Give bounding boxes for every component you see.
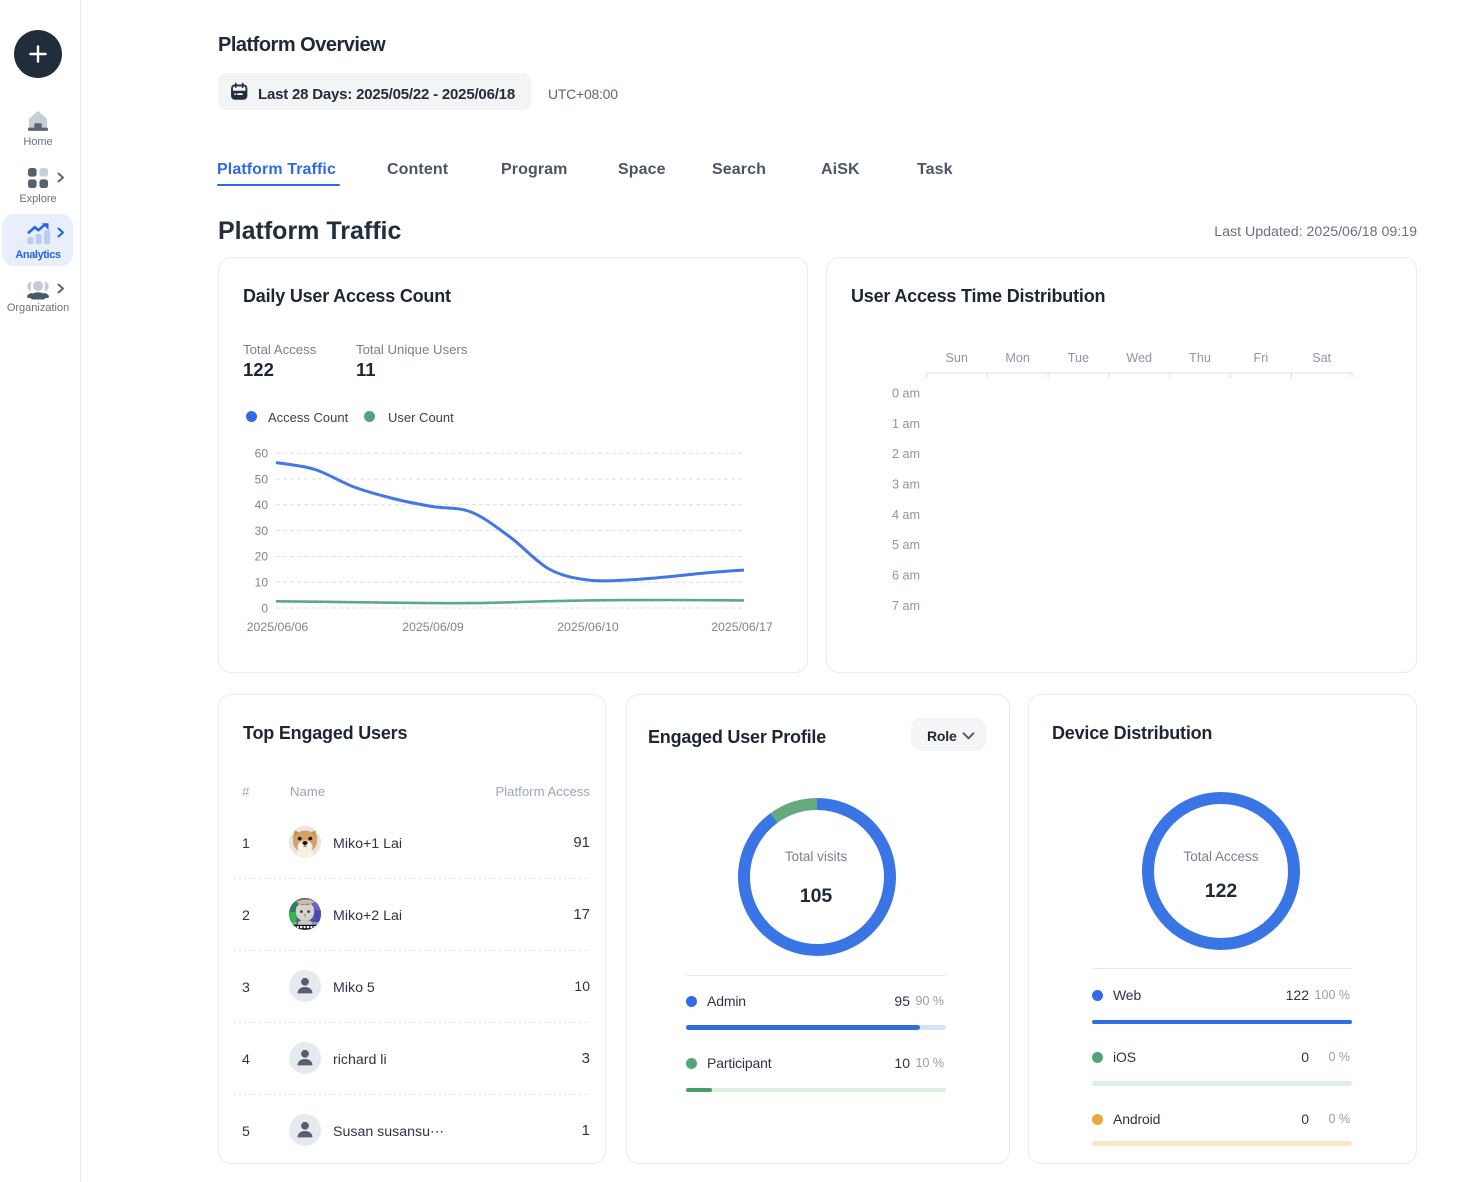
svg-text:2025/06/09: 2025/06/09	[402, 620, 464, 634]
svg-text:Thu: Thu	[1189, 351, 1211, 365]
svg-text:60: 60	[255, 447, 269, 461]
svg-text:2 am: 2 am	[892, 447, 920, 461]
svg-text:3 am: 3 am	[892, 478, 920, 492]
svg-text:20: 20	[255, 550, 269, 564]
svg-text:2025/06/06: 2025/06/06	[247, 620, 309, 634]
svg-text:Wed: Wed	[1126, 351, 1152, 365]
svg-text:2025/06/17: 2025/06/17	[711, 620, 773, 634]
svg-text:Sat: Sat	[1312, 351, 1331, 365]
svg-text:30: 30	[255, 524, 269, 538]
svg-text:1 am: 1 am	[892, 417, 920, 431]
svg-text:7 am: 7 am	[892, 599, 920, 613]
svg-text:Fri: Fri	[1254, 351, 1269, 365]
svg-text:6 am: 6 am	[892, 569, 920, 583]
svg-text:5 am: 5 am	[892, 538, 920, 552]
svg-text:Mon: Mon	[1005, 351, 1030, 365]
svg-text:2025/06/10: 2025/06/10	[557, 620, 619, 634]
svg-text:10: 10	[255, 576, 269, 590]
svg-text:0 am: 0 am	[892, 387, 920, 401]
svg-text:0: 0	[261, 601, 268, 615]
svg-text:50: 50	[255, 472, 269, 486]
svg-text:Sun: Sun	[945, 351, 967, 365]
svg-text:Tue: Tue	[1068, 351, 1089, 365]
svg-text:40: 40	[255, 498, 269, 512]
svg-text:4 am: 4 am	[892, 508, 920, 522]
